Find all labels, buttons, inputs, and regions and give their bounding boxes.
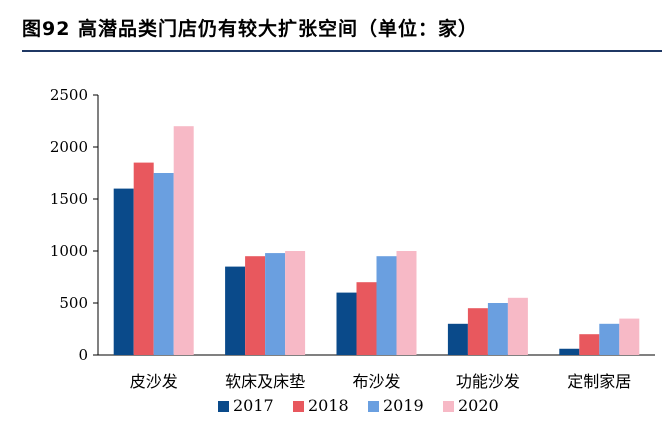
bar-2017-2 [336,292,357,355]
bar-2017-1 [225,266,246,355]
bar-2020-3 [507,297,528,355]
bar-2018-0 [133,162,154,355]
bar-2019-2 [376,256,397,355]
legend-label: 2017 [233,396,274,415]
bar-2017-3 [447,323,468,355]
x-tick-label: 定制家居 [567,372,631,391]
x-tick-label: 功能沙发 [456,372,520,391]
x-tick-label: 皮沙发 [130,372,178,391]
legend-swatch-2019 [368,401,379,412]
legend-label: 2018 [308,396,349,415]
bar-2020-0 [173,126,194,355]
bar-2017-4 [559,348,580,355]
legend-swatch-2017 [218,401,229,412]
y-tick-label: 0 [78,346,88,364]
title-divider [22,50,662,52]
bar-2019-4 [599,323,620,355]
y-tick-label: 500 [59,294,88,312]
legend-swatch-2020 [443,401,454,412]
bar-2017-0 [113,188,134,355]
x-tick-label: 布沙发 [352,372,400,391]
bar-2019-3 [487,303,508,355]
y-tick-label: 2500 [50,86,88,104]
legend-label: 2019 [383,396,424,415]
bar-2018-2 [356,282,377,355]
y-tick-label: 1000 [50,242,88,260]
bar-2020-4 [619,318,640,355]
bar-2018-1 [245,256,266,355]
bar-2020-1 [285,251,306,355]
y-tick-label: 2000 [50,138,88,156]
bar-2018-3 [467,308,488,355]
y-tick-label: 1500 [50,190,88,208]
bar-2020-2 [396,251,417,355]
chart-title: 图92 高潜品类门店仍有较大扩张空间（单位：家） [22,18,479,40]
bar-2019-0 [153,173,174,355]
x-tick-label: 软床及床垫 [225,372,305,391]
legend-label: 2020 [458,396,499,415]
legend-swatch-2018 [293,401,304,412]
bar-2018-4 [579,334,600,355]
bar-2019-1 [265,253,286,355]
